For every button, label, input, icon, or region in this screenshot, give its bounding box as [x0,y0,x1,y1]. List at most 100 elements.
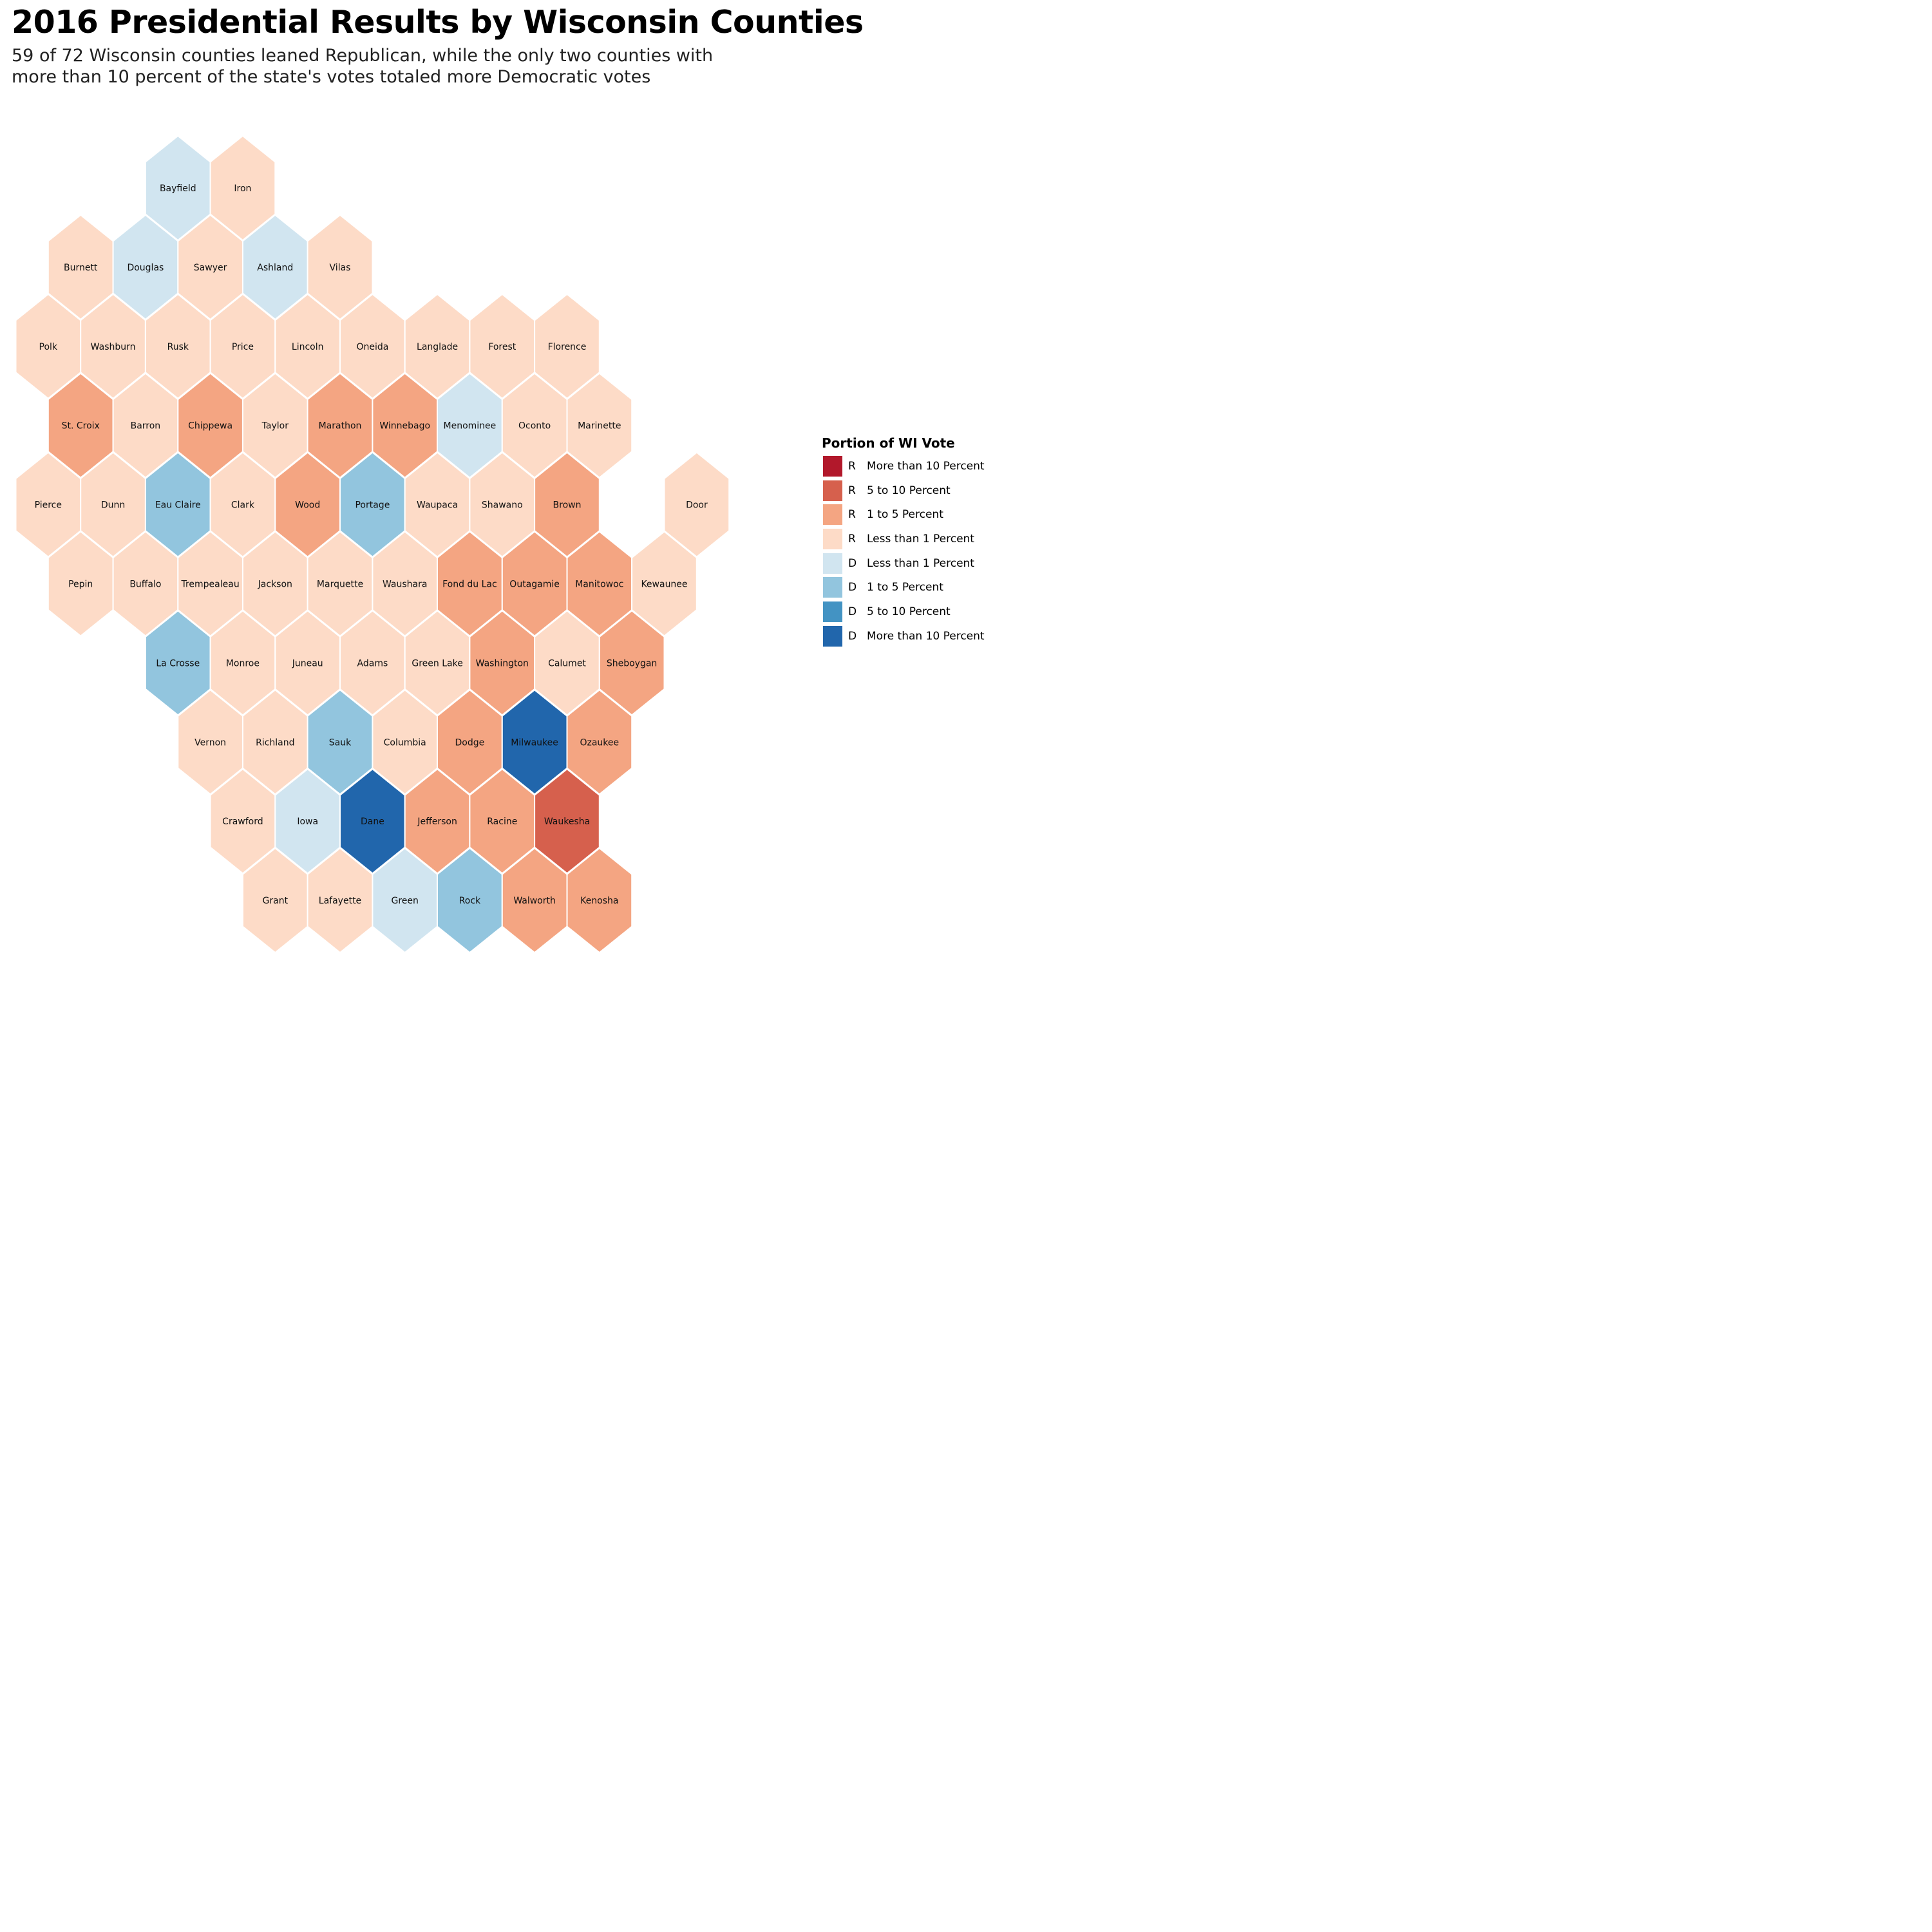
county-trempealeau: Trempealeau [177,531,243,637]
legend-title: Portion of WI Vote [822,435,955,451]
county-label: Columbia [384,737,426,748]
county-label: Ozaukee [580,737,619,748]
legend-party: D [848,629,857,643]
county-rusk: Rusk [144,293,211,400]
county-jefferson: Jefferson [404,768,471,875]
legend-label: Less than 1 Percent [867,556,974,570]
county-florence: Florence [534,293,600,400]
legend-swatch [822,479,843,502]
legend-label: More than 10 Percent [867,629,985,643]
legend-label: 5 to 10 Percent [867,605,951,619]
county-vilas: Vilas [307,214,374,321]
county-label: Vilas [330,263,351,273]
county-eau-claire: Eau Claire [144,451,211,558]
county-label: Dodge [455,737,485,748]
county-label: Rock [459,896,481,906]
legend-party: D [848,605,857,619]
county-label: La Crosse [156,658,200,668]
county-label: Brown [553,500,582,511]
legend-party: R [848,484,856,497]
legend-label: Less than 1 Percent [867,533,974,546]
legend-item-r2: R 1 to 5 Percent [822,503,996,527]
legend-item-d4: D More than 10 Percent [822,625,996,649]
county-calumet: Calumet [534,610,600,716]
county-iowa: Iowa [274,768,341,875]
county-label: Green [391,896,418,906]
county-lincoln: Lincoln [274,293,341,400]
subtitle-line-2: more than 10 percent of the state's vote… [12,67,651,87]
county-label: Calumet [548,658,586,668]
county-label: Menominee [444,421,497,431]
county-waushara: Waushara [372,531,439,637]
county-hex [663,451,730,558]
county-label: Manitowoc [575,580,623,590]
county-douglas: Douglas [112,214,179,321]
legend-swatch [822,625,843,647]
legend-item-d1: D Less than 1 Percent [822,552,996,576]
county-label: Milwaukee [511,737,558,748]
county-hex [566,689,633,795]
county-label: Pierce [35,500,62,511]
county-label: Crawford [222,817,263,827]
legend-swatch [822,504,843,526]
chart-title: 2016 Presidential Results by Wisconsin C… [12,4,864,41]
county-hex [534,768,600,875]
county-label: Marquette [317,580,363,590]
county-crawford: Crawford [209,768,276,875]
county-hex [566,847,633,954]
county-label: Richland [256,737,294,748]
county-label: Dunn [101,500,125,511]
county-label: Buffalo [129,580,161,590]
county-label: Monroe [226,658,260,668]
county-label: Ashland [257,263,293,273]
county-adams: Adams [339,610,406,716]
county-menominee: Menominee [437,372,503,478]
county-hex [534,451,600,558]
county-label: Washburn [91,342,136,352]
county-label: Waupaca [417,500,458,511]
county-langlade: Langlade [404,293,471,400]
county-label: Walworth [513,896,556,906]
county-racine: Racine [469,768,536,875]
county-label: Waushara [383,580,427,590]
county-label: Waukesha [544,817,590,827]
subtitle-line-1: 59 of 72 Wisconsin counties leaned Repub… [12,46,714,66]
county-label: Chippewa [188,421,232,431]
county-sauk: Sauk [307,689,374,795]
county-sheboygan: Sheboygan [598,610,665,716]
county-clark: Clark [209,451,276,558]
legend-swatch [822,455,843,477]
county-label: Shawano [482,500,523,511]
county-label: Fond du Lac [442,580,497,590]
legend-swatch [822,552,843,574]
county-door: Door [663,451,730,558]
legend-party: R [848,460,856,473]
county-oconto: Oconto [501,372,568,478]
legend-label: 1 to 5 Percent [867,581,943,594]
county-label: Marinette [578,421,621,431]
legend-swatch [822,601,843,623]
county-label: Jackson [258,580,292,590]
legend-label: 5 to 10 Percent [867,484,951,497]
county-ozaukee: Ozaukee [566,689,633,795]
county-st-croix: St. Croix [47,372,114,478]
county-label: Dane [361,817,384,827]
county-label: Sheboygan [607,658,657,668]
county-winnebago: Winnebago [372,372,439,478]
county-label: Washington [476,658,529,668]
county-label: Kewaunee [641,580,687,590]
county-label: Green Lake [412,658,462,668]
county-washington: Washington [469,610,536,716]
county-label: Price [232,342,254,352]
county-marinette: Marinette [566,372,633,478]
county-label: Sawyer [194,263,227,273]
county-hex [598,610,665,716]
legend-items: R More than 10 Percent R 5 to 10 Percent R 1 … [822,455,996,649]
county-label: Grant [263,896,289,906]
county-label: Racine [487,817,517,827]
county-iron: Iron [209,135,276,242]
county-label: Oconto [518,421,551,431]
county-label: Winnebago [379,421,430,431]
county-label: Barron [131,421,161,431]
hex-map: Bayfield Iron Burnett Douglas Sawyer Ashland V… [15,135,730,954]
